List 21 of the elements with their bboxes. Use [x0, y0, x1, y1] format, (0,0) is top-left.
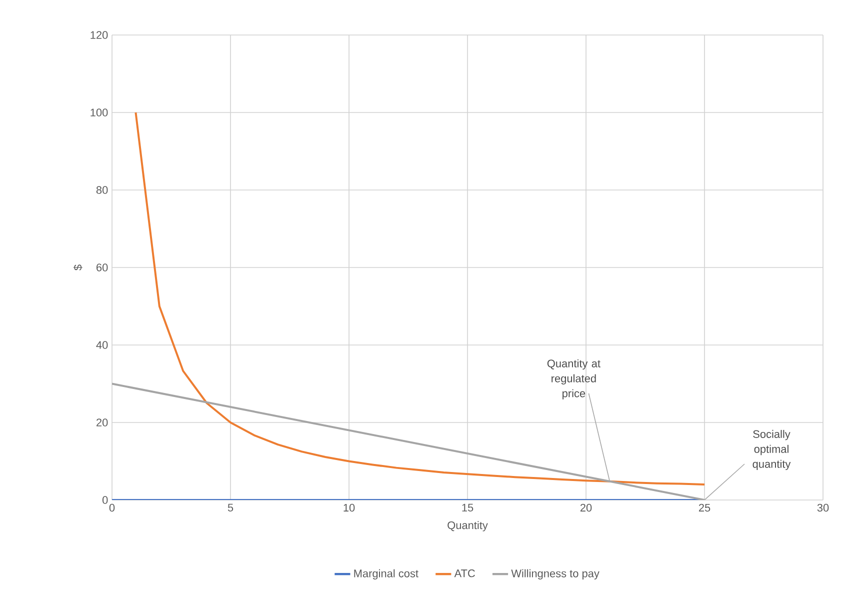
- x-tick-label: 30: [817, 504, 829, 512]
- x-tick-label: 25: [698, 504, 710, 512]
- y-tick-label: 80: [96, 186, 108, 194]
- x-tick-label: 5: [228, 504, 234, 512]
- x-axis-title: Quantity: [448, 521, 488, 532]
- annotation: Quantity at regulated price: [547, 359, 600, 400]
- legend-label: Willingness to pay: [511, 569, 600, 580]
- annotation: Socially optimal quantity: [752, 430, 791, 470]
- legend-label: ATC: [454, 569, 475, 578]
- x-tick-label: 10: [344, 504, 355, 512]
- y-tick-label: 20: [96, 418, 108, 426]
- y-tick-label: 100: [90, 108, 108, 116]
- x-tick-label: 0: [109, 504, 115, 512]
- y-axis-title: $: [74, 264, 82, 270]
- y-tick-label: 120: [90, 31, 108, 39]
- x-tick-label: 20: [580, 504, 592, 512]
- y-tick-label: 40: [96, 341, 108, 349]
- x-tick-label: 15: [462, 504, 474, 512]
- y-tick-label: 60: [96, 264, 108, 272]
- legend-label: Marginal cost: [354, 569, 418, 580]
- y-tick-label: 0: [102, 496, 108, 504]
